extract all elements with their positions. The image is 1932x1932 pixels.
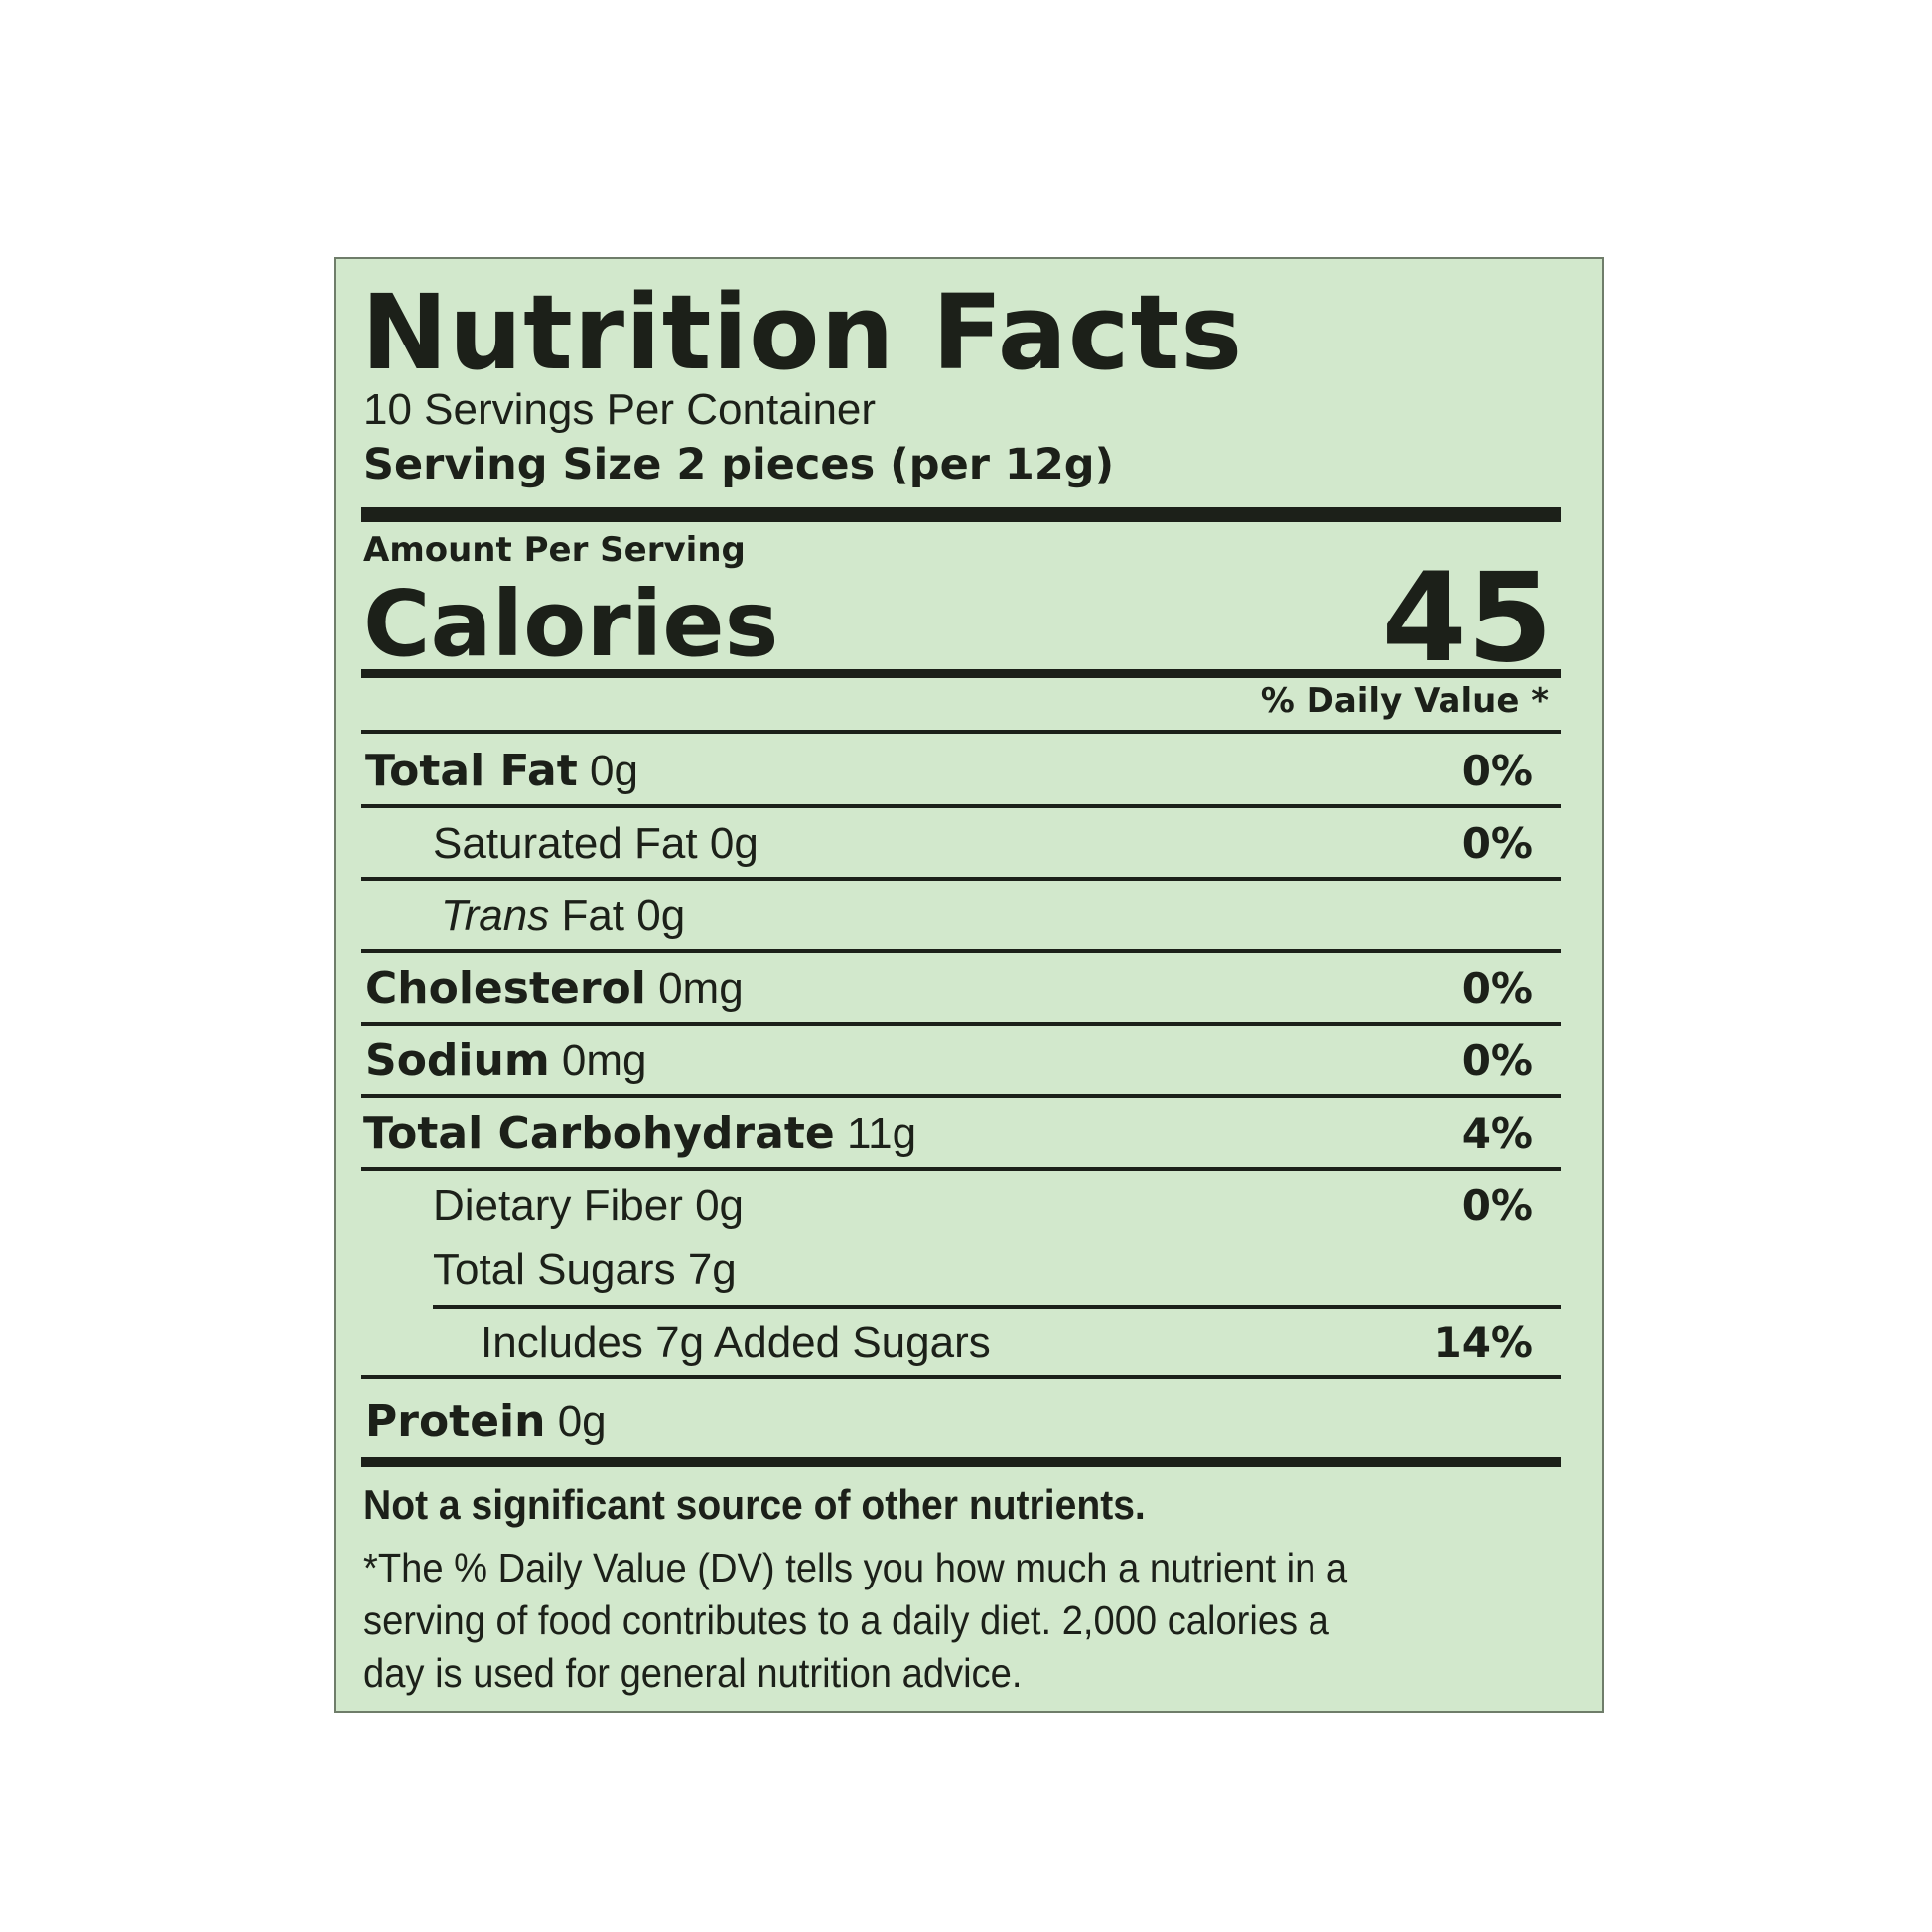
row-sodium: Sodium 0mg 0% xyxy=(361,1034,1561,1089)
serving-size: Serving Size 2 pieces (per 12g) xyxy=(363,440,1115,489)
row-added-sugars-dv: 14% xyxy=(1433,1318,1533,1367)
medium-divider-calories xyxy=(361,669,1561,678)
thick-divider-top xyxy=(361,507,1561,522)
nutrition-facts-title: Nutrition Facts xyxy=(361,272,1244,393)
row-cholesterol: Cholesterol 0mg 0% xyxy=(361,961,1561,1017)
row-dietary-fiber: Dietary Fiber 0g 0% xyxy=(361,1178,1561,1234)
footnote-line: day is used for general nutrition advice… xyxy=(363,1650,1023,1696)
divider-row xyxy=(361,1167,1561,1171)
divider-row xyxy=(361,1022,1561,1026)
medium-divider-bottom xyxy=(361,1457,1561,1467)
row-trans-fat: Trans Fat 0g xyxy=(361,889,1561,944)
calories-value: 45 xyxy=(1381,547,1553,690)
row-added-sugars-label: Includes 7g Added Sugars xyxy=(481,1318,991,1367)
row-total-fat-dv: 0% xyxy=(1461,747,1533,795)
divider-row xyxy=(361,877,1561,881)
divider-row xyxy=(361,1375,1561,1379)
divider-dv-header xyxy=(361,730,1561,734)
divider-row xyxy=(361,949,1561,953)
row-total-carbohydrate-label: Total Carbohydrate 11g xyxy=(363,1108,917,1159)
row-protein: Protein 0g xyxy=(361,1394,1561,1449)
not-significant-note: Not a significant source of other nutrie… xyxy=(363,1481,1146,1528)
footnote-line: *The % Daily Value (DV) tells you how mu… xyxy=(363,1545,1348,1590)
amount-per-serving: Amount Per Serving xyxy=(363,530,746,570)
row-added-sugars: Includes 7g Added Sugars 14% xyxy=(361,1315,1561,1371)
daily-value-header: % Daily Value * xyxy=(1260,681,1549,721)
row-sodium-label: Sodium 0mg xyxy=(365,1035,647,1086)
row-total-sugars-label: Total Sugars 7g xyxy=(433,1245,737,1294)
row-total-fat-label: Total Fat 0g xyxy=(365,746,638,796)
divider-row xyxy=(361,1094,1561,1098)
daily-value-footnote: *The % Daily Value (DV) tells you how mu… xyxy=(363,1542,1348,1700)
row-saturated-fat: Saturated Fat 0g 0% xyxy=(361,816,1561,872)
row-cholesterol-label: Cholesterol 0mg xyxy=(365,963,744,1014)
row-dietary-fiber-dv: 0% xyxy=(1461,1181,1533,1230)
row-cholesterol-dv: 0% xyxy=(1461,964,1533,1013)
divider-row xyxy=(361,804,1561,808)
row-total-carbohydrate: Total Carbohydrate 11g 4% xyxy=(361,1106,1561,1162)
row-saturated-fat-dv: 0% xyxy=(1461,819,1533,868)
divider-indented xyxy=(433,1305,1561,1309)
row-dietary-fiber-label: Dietary Fiber 0g xyxy=(433,1181,745,1230)
nutrition-facts-panel: Nutrition Facts 10 Servings Per Containe… xyxy=(334,257,1604,1713)
row-sodium-dv: 0% xyxy=(1461,1036,1533,1085)
row-total-fat: Total Fat 0g 0% xyxy=(361,744,1561,799)
row-saturated-fat-label: Saturated Fat 0g xyxy=(433,819,759,868)
calories-label: Calories xyxy=(363,571,779,677)
row-trans-fat-label: Trans Fat 0g xyxy=(441,892,686,940)
row-total-sugars: Total Sugars 7g xyxy=(361,1242,1561,1298)
row-total-carbohydrate-dv: 4% xyxy=(1461,1109,1533,1158)
row-protein-label: Protein 0g xyxy=(365,1396,607,1447)
footnote-line: serving of food contributes to a daily d… xyxy=(363,1597,1329,1643)
servings-per-container: 10 Servings Per Container xyxy=(363,385,877,434)
